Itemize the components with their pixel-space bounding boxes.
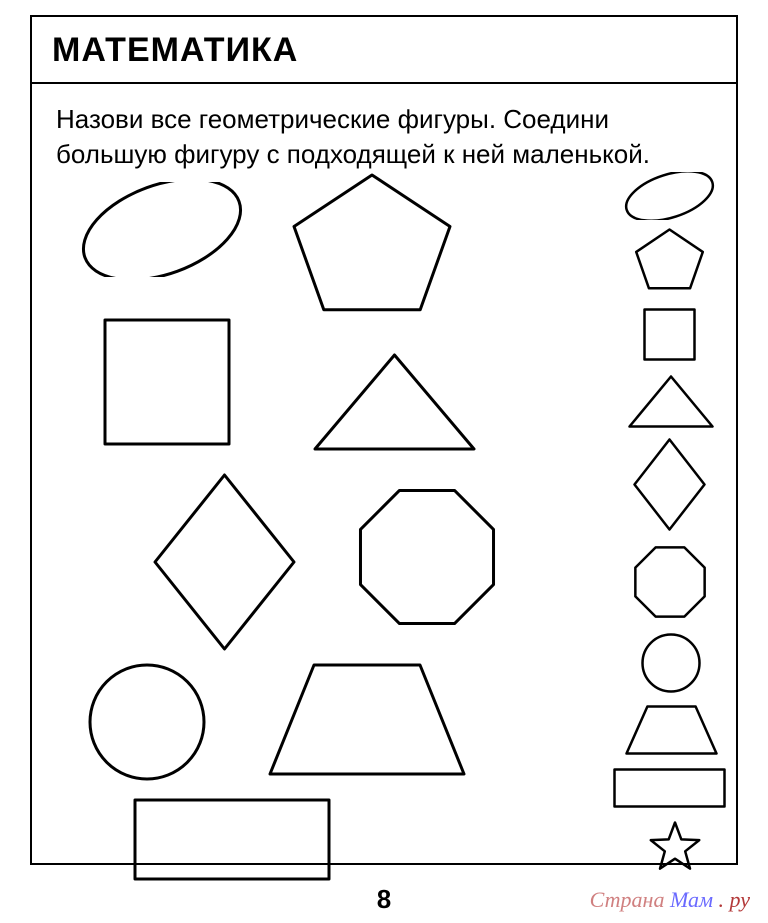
- big-octagon-icon: [352, 482, 502, 632]
- big-rectangle-icon: [132, 797, 332, 882]
- small-circle-icon: [640, 632, 702, 694]
- small-rectangle-icon: [612, 767, 727, 809]
- shapes-area: [32, 172, 736, 832]
- instructions: Назови все геометрические фигуры. Соедин…: [32, 84, 736, 172]
- watermark-part-2: Мам: [670, 887, 713, 912]
- big-trapezoid-icon: [267, 662, 467, 777]
- small-ellipse-icon: [622, 172, 717, 220]
- small-triangle-icon: [627, 374, 715, 429]
- worksheet-frame: МАТЕМАТИКА Назови все геометрические фиг…: [30, 15, 738, 865]
- header-title: МАТЕМАТИКА: [52, 31, 716, 70]
- big-triangle-icon: [312, 352, 477, 452]
- big-square-icon: [102, 317, 232, 447]
- watermark-part-1: Страна: [590, 887, 670, 912]
- instruction-line-1: Назови все геометрические фигуры. Соедин…: [56, 104, 609, 134]
- small-pentagon-icon: [632, 227, 707, 297]
- big-pentagon-icon: [287, 172, 457, 327]
- header-zone: МАТЕМАТИКА: [32, 17, 736, 84]
- site-watermark: Страна Мам . ру: [590, 887, 750, 913]
- big-diamond-icon: [152, 472, 297, 652]
- instruction-line-2: большую фигуру с подходящей к ней малень…: [56, 139, 650, 169]
- watermark-part-3: . ру: [713, 887, 750, 912]
- small-star-icon: [647, 820, 703, 876]
- small-diamond-icon: [632, 437, 707, 532]
- small-octagon-icon: [630, 542, 710, 622]
- big-ellipse-icon: [77, 182, 247, 277]
- small-trapezoid-icon: [624, 704, 719, 756]
- big-circle-icon: [87, 662, 207, 782]
- small-square-icon: [642, 307, 697, 362]
